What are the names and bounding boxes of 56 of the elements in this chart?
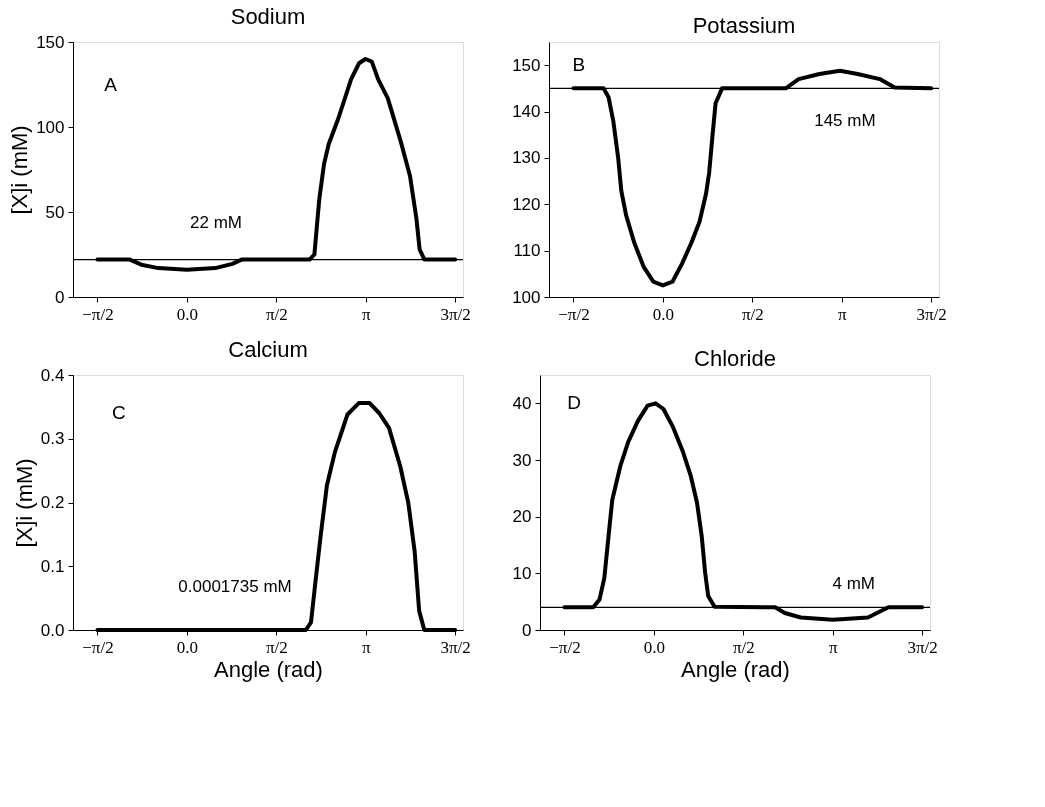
x-tick-label: π [361, 304, 371, 324]
x-tick-label: π/2 [265, 637, 288, 657]
x-axis-title: Angle (rad) [214, 656, 323, 682]
y-tick-label: 140 [512, 102, 541, 122]
y-axis-title: [X]i (mM) [11, 458, 37, 548]
annotation: 4 mM [832, 574, 875, 594]
y-tick-label: 10 [512, 563, 532, 583]
chart-title: Chloride [694, 346, 776, 371]
x-tick-label: 0.0 [643, 637, 665, 657]
annotation: 145 mM [814, 111, 876, 131]
y-tick-label: 20 [512, 507, 532, 527]
y-tick-label: 0.1 [40, 556, 65, 576]
x-tick-label: 0.0 [176, 304, 198, 324]
y-tick-label: 100 [512, 287, 541, 307]
x-tick-label: −π/2 [558, 304, 590, 324]
annotation: A [104, 74, 118, 96]
y-tick-label: 150 [36, 32, 65, 52]
x-tick-label: π [361, 637, 371, 657]
x-axis-title: Angle (rad) [681, 656, 790, 682]
y-tick-label: 120 [512, 194, 541, 214]
y-tick-label: 30 [512, 450, 532, 470]
chart-title: Sodium [230, 4, 306, 29]
x-tick-label: π/2 [732, 637, 755, 657]
annotation: 22 mM [190, 213, 242, 233]
y-tick-label: 0 [522, 620, 532, 640]
chart-title: Potassium [692, 13, 796, 38]
x-tick-label: 0.0 [652, 304, 674, 324]
y-tick-label: 110 [513, 241, 541, 261]
y-tick-label: 40 [512, 393, 532, 413]
y-tick-label: 0.3 [40, 429, 65, 449]
x-tick-label: π [837, 304, 847, 324]
y-axis-title: [X]i (mM) [7, 125, 33, 215]
y-tick-label: 0.2 [40, 493, 65, 512]
annotation: B [572, 53, 586, 75]
x-tick-label: π/2 [741, 304, 764, 324]
annotation: 0.0001735 mM [178, 576, 292, 596]
chart-title: Calcium [228, 337, 308, 362]
annotation: C [112, 402, 126, 424]
x-tick-label: 3π/2 [440, 637, 471, 657]
annotation: D [567, 392, 582, 414]
x-tick-label: 3π/2 [916, 304, 947, 324]
y-tick-label: 0 [55, 287, 65, 307]
x-tick-label: 0.0 [176, 637, 198, 657]
y-tick-label: 0.0 [40, 620, 65, 640]
y-tick-label: 150 [512, 55, 541, 75]
x-tick-label: −π/2 [82, 637, 114, 657]
x-tick-label: π [828, 637, 838, 657]
y-tick-label: 100 [36, 117, 65, 137]
x-tick-label: 3π/2 [907, 637, 938, 657]
y-tick-label: 0.4 [40, 365, 65, 385]
x-tick-label: −π/2 [82, 304, 114, 324]
x-tick-label: 3π/2 [440, 304, 471, 324]
y-tick-label: 50 [45, 202, 65, 222]
x-tick-label: π/2 [265, 304, 288, 324]
x-tick-label: −π/2 [549, 637, 581, 657]
y-tick-label: 130 [512, 148, 541, 168]
